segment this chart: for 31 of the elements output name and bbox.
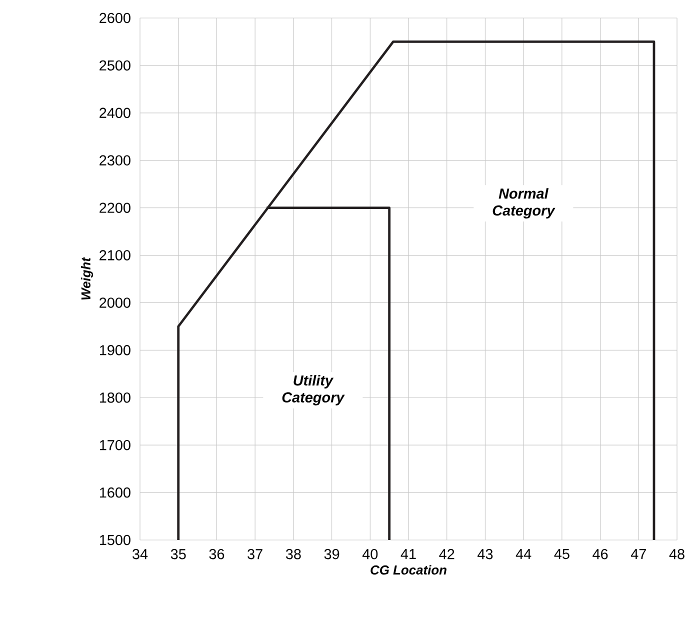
x-tick-label: 39	[324, 548, 340, 560]
x-tick-label: 38	[286, 548, 301, 560]
y-tick-label: 1800	[100, 392, 130, 403]
y-tick-label: 2400	[100, 108, 130, 118]
y-tick-label: 2100	[100, 250, 130, 260]
x-tick-label: 36	[209, 548, 224, 560]
x-tick-label: 34	[132, 548, 148, 560]
annotation: Utility Category	[282, 374, 345, 406]
y-tick-label: 2600	[100, 12, 130, 24]
y-tick-label: 1900	[100, 345, 130, 356]
x-tick-label: 45	[554, 549, 570, 560]
x-tick-label: 42	[439, 548, 454, 560]
x-tick-label: 44	[516, 549, 532, 559]
y-axis-title: Weight	[80, 257, 94, 300]
y-tick-label: 1500	[100, 534, 130, 546]
x-tick-label: 37	[248, 548, 262, 560]
x-axis-title: CG Location	[370, 565, 446, 575]
y-tick-label: 2200	[100, 202, 130, 213]
y-tick-label: 2500	[100, 60, 130, 71]
x-tick-label: 40	[362, 548, 378, 560]
y-tick-label: 2000	[100, 298, 130, 308]
x-tick-label: 47	[630, 549, 646, 559]
annotation: Normal Category	[492, 188, 556, 219]
x-tick-label: 48	[669, 548, 684, 560]
y-tick-label: 1700	[100, 440, 130, 450]
y-tick-label: 2300	[100, 155, 130, 166]
y-tick-label: 1600	[100, 487, 130, 498]
x-tick-label: 43	[478, 548, 493, 560]
x-tick-label: 35	[170, 548, 186, 560]
x-tick-label: 46	[592, 548, 608, 560]
x-tick-label: 41	[400, 549, 416, 559]
